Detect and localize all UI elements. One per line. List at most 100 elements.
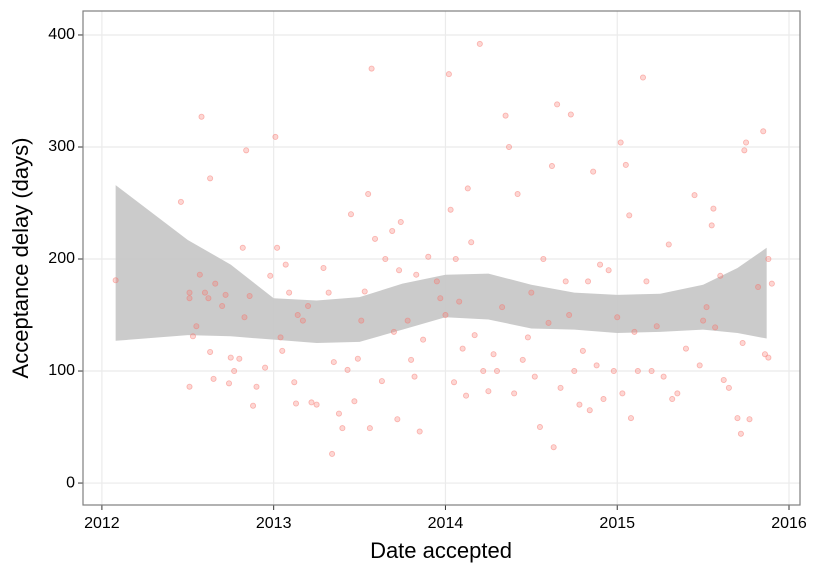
- point: [554, 101, 561, 108]
- point: [682, 345, 689, 352]
- plot-border: [82, 10, 801, 506]
- point: [743, 139, 750, 146]
- point: [511, 390, 518, 397]
- y-tick-label: 400: [48, 26, 75, 43]
- point: [691, 192, 698, 199]
- point: [765, 354, 772, 361]
- point: [485, 388, 492, 395]
- point: [639, 74, 646, 81]
- point: [665, 241, 672, 248]
- point: [700, 317, 707, 324]
- point: [112, 277, 119, 284]
- point: [408, 356, 415, 363]
- y-tick-label: 300: [48, 138, 75, 155]
- y-tick-label: 200: [48, 250, 75, 267]
- point: [308, 399, 315, 406]
- point: [502, 112, 509, 119]
- y-tick-label: 100: [48, 362, 75, 379]
- point: [600, 396, 607, 403]
- confidence-band: [115, 185, 767, 344]
- point: [653, 323, 660, 330]
- point: [201, 289, 208, 296]
- point: [198, 113, 205, 120]
- point: [626, 212, 633, 219]
- point: [490, 351, 497, 358]
- point: [351, 398, 358, 405]
- point: [703, 304, 710, 311]
- point: [579, 347, 586, 354]
- point: [717, 272, 724, 279]
- point: [524, 334, 531, 341]
- point: [335, 410, 342, 417]
- point: [186, 295, 193, 302]
- point: [708, 222, 715, 229]
- point: [347, 211, 354, 218]
- point: [755, 284, 762, 291]
- point: [189, 333, 196, 340]
- point: [548, 163, 555, 170]
- point: [712, 324, 719, 331]
- point: [354, 355, 361, 362]
- point: [493, 368, 500, 375]
- point: [267, 272, 274, 279]
- point: [378, 378, 385, 385]
- point: [760, 128, 767, 135]
- point: [226, 380, 233, 387]
- point: [619, 390, 626, 397]
- point: [396, 267, 403, 274]
- point: [366, 425, 373, 432]
- point: [566, 312, 573, 319]
- point: [358, 317, 365, 324]
- point: [514, 191, 521, 198]
- point: [459, 345, 466, 352]
- point: [193, 323, 200, 330]
- x-tick-label: 2014: [428, 515, 464, 532]
- point: [725, 384, 732, 391]
- point: [567, 111, 574, 118]
- point: [476, 40, 483, 47]
- point: [339, 425, 346, 432]
- x-tick-label: 2015: [599, 515, 635, 532]
- point: [236, 355, 243, 362]
- point: [241, 314, 248, 321]
- point: [531, 373, 538, 380]
- point: [463, 392, 470, 399]
- point: [274, 244, 281, 251]
- point: [196, 271, 203, 278]
- point: [765, 256, 772, 263]
- point: [186, 289, 193, 296]
- point: [590, 168, 597, 175]
- point: [320, 264, 327, 271]
- point: [277, 334, 284, 341]
- point: [456, 298, 463, 305]
- point: [610, 368, 617, 375]
- point: [291, 379, 298, 386]
- point: [468, 239, 475, 246]
- point: [368, 65, 375, 72]
- point: [344, 366, 351, 373]
- point: [586, 407, 593, 414]
- point: [231, 368, 238, 375]
- point: [442, 312, 449, 319]
- point: [528, 289, 535, 296]
- point: [720, 376, 727, 383]
- point: [627, 415, 634, 422]
- point: [437, 295, 444, 302]
- point: [389, 228, 396, 235]
- point: [253, 383, 260, 390]
- point: [562, 278, 569, 285]
- point: [471, 332, 478, 339]
- point: [741, 147, 748, 154]
- point: [207, 175, 214, 182]
- point: [404, 317, 411, 324]
- point: [631, 328, 638, 335]
- point: [416, 428, 423, 435]
- point: [227, 354, 234, 361]
- point: [313, 401, 320, 408]
- point: [593, 362, 600, 369]
- point: [597, 261, 604, 268]
- point: [643, 278, 650, 285]
- point: [382, 256, 389, 263]
- point: [413, 271, 420, 278]
